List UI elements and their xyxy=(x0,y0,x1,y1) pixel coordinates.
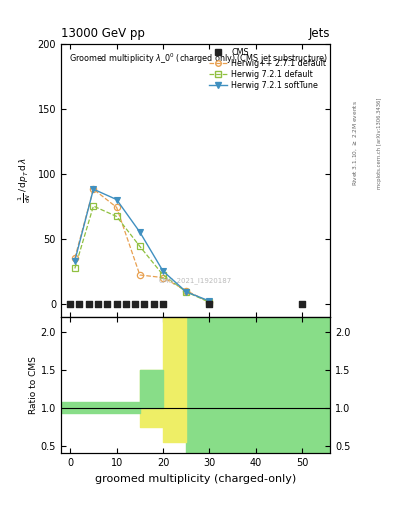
Legend: CMS, Herwig++ 2.7.1 default, Herwig 7.2.1 default, Herwig 7.2.1 softTune: CMS, Herwig++ 2.7.1 default, Herwig 7.2.… xyxy=(209,48,326,90)
Point xyxy=(141,300,148,308)
Point xyxy=(67,300,73,308)
Text: CMS_2021_I1920187: CMS_2021_I1920187 xyxy=(159,278,232,285)
X-axis label: groomed multiplicity (charged-only): groomed multiplicity (charged-only) xyxy=(95,474,296,483)
Point xyxy=(160,300,166,308)
Text: Rivet 3.1.10, $\geq$ 2.2M events: Rivet 3.1.10, $\geq$ 2.2M events xyxy=(352,100,359,186)
Point xyxy=(114,300,120,308)
Point xyxy=(104,300,110,308)
Text: 13000 GeV pp: 13000 GeV pp xyxy=(61,27,145,40)
Point xyxy=(206,300,213,308)
Text: Jets: Jets xyxy=(309,27,330,40)
Point xyxy=(76,300,83,308)
Point xyxy=(95,300,101,308)
Point xyxy=(151,300,157,308)
Y-axis label: Ratio to CMS: Ratio to CMS xyxy=(29,356,38,414)
Point xyxy=(123,300,129,308)
Text: mcplots.cern.ch [arXiv:1306.3436]: mcplots.cern.ch [arXiv:1306.3436] xyxy=(377,98,382,189)
Y-axis label: $\frac{1}{\mathrm{d}N}\,/\,\mathrm{d}p_T\,\mathrm{d}\,\lambda$: $\frac{1}{\mathrm{d}N}\,/\,\mathrm{d}p_T… xyxy=(17,157,33,203)
Text: Groomed multiplicity $\lambda\_0^0$ (charged only) (CMS jet substructure): Groomed multiplicity $\lambda\_0^0$ (cha… xyxy=(69,52,328,66)
Point xyxy=(132,300,138,308)
Point xyxy=(86,300,92,308)
Point xyxy=(299,300,305,308)
